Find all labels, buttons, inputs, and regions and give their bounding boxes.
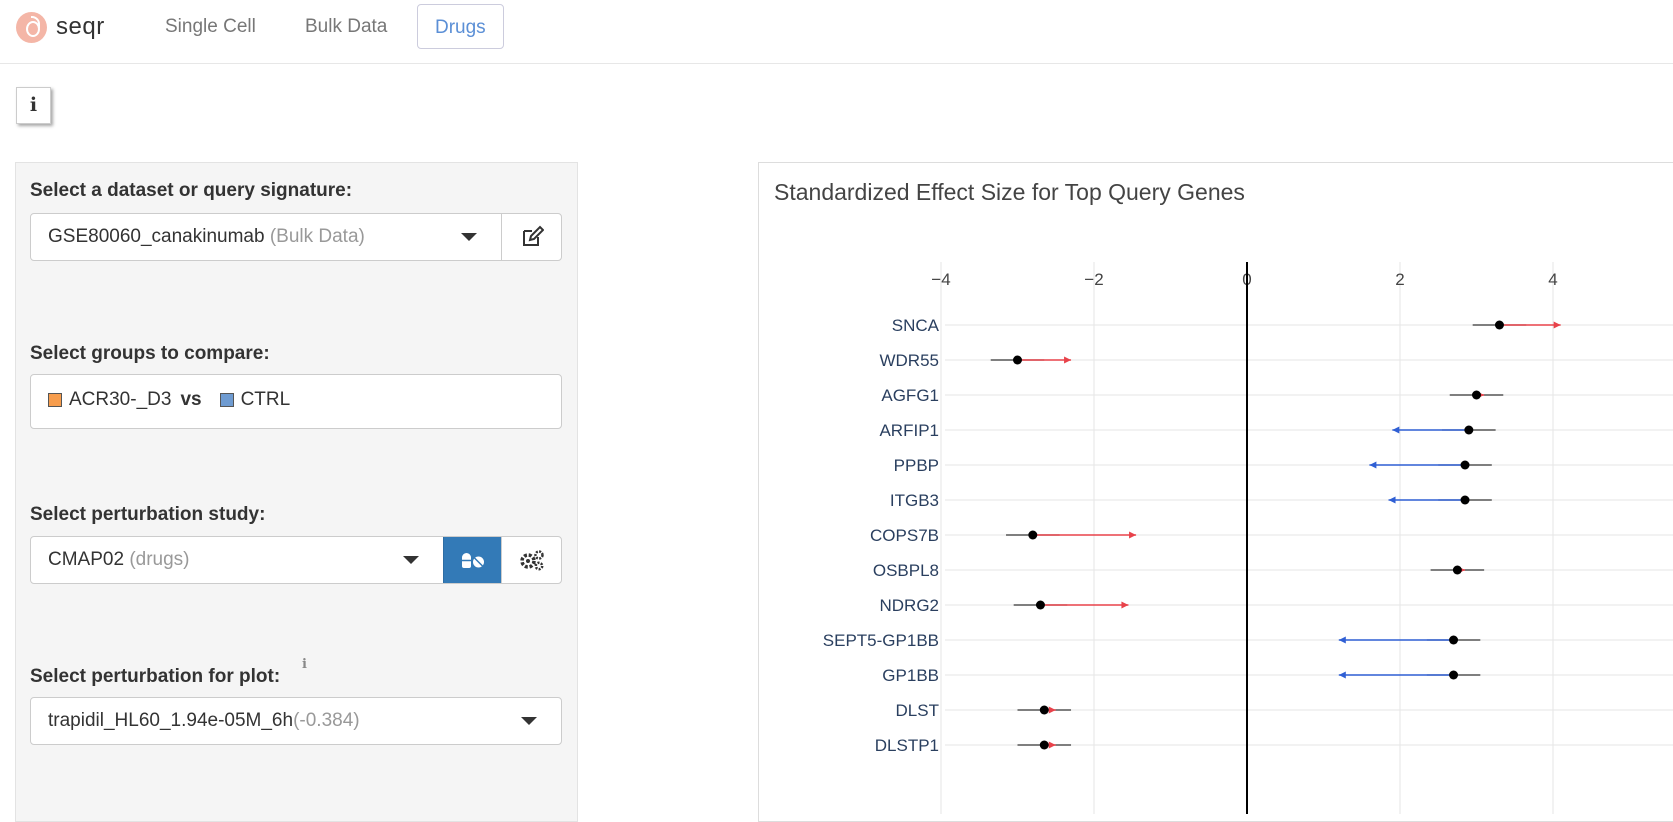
gene-label-dlstp1: DLSTP1 — [875, 736, 939, 755]
plot-title: Standardized Effect Size for Top Query G… — [774, 179, 1245, 205]
dataset-chevron-down-icon — [461, 233, 477, 241]
plot-panel — [758, 162, 1673, 822]
effect-arrowhead — [1553, 321, 1561, 329]
effect-point — [1494, 320, 1504, 330]
dataset-label: Select a dataset or query signature: — [30, 180, 353, 201]
effect-point — [1039, 740, 1049, 750]
brand-name: seqr — [56, 13, 105, 40]
effect-arrowhead — [1338, 671, 1346, 679]
info-icon: i — [29, 94, 38, 116]
x-tick-label: 2 — [1395, 270, 1404, 289]
effect-point — [1460, 495, 1470, 505]
effect-arrowhead — [1338, 636, 1346, 644]
perturbation-select[interactable]: trapidil_HL60_1.94e-05M_6h(-0.384) — [30, 697, 562, 745]
effect-point — [1013, 355, 1022, 365]
info-button[interactable]: i — [16, 87, 51, 124]
perturbation-label: Select perturbation for plot: — [30, 666, 281, 687]
drugs-toggle-button[interactable] — [443, 537, 501, 583]
effect-point — [1449, 635, 1459, 645]
effect-point — [1464, 425, 1474, 435]
seqr-logo-icon — [16, 11, 47, 43]
gene-label-wdr55: WDR55 — [879, 351, 939, 370]
effect-arrowhead — [1388, 496, 1396, 504]
gene-label-ndrg2: NDRG2 — [879, 596, 939, 615]
gears-icon — [519, 550, 544, 571]
nav-tab-bulk-data[interactable]: Bulk Data — [305, 16, 388, 37]
gene-label-arfip1: ARFIP1 — [879, 421, 939, 440]
perturbation-select-value: trapidil_HL60_1.94e-05M_6h(-0.384) — [48, 710, 360, 731]
test-group-swatch — [48, 393, 62, 407]
effect-point — [1460, 460, 1470, 470]
nav-tab-single-cell[interactable]: Single Cell — [165, 16, 256, 37]
effect-arrowhead — [1392, 426, 1400, 434]
gene-label-cops7b: COPS7B — [870, 526, 939, 545]
gene-label-agfg1: AGFG1 — [881, 386, 939, 405]
gene-label-osbpl8: OSBPL8 — [873, 561, 939, 580]
study-select[interactable]: CMAP02 (drugs) — [30, 536, 562, 584]
x-tick-label: −2 — [1084, 270, 1103, 289]
test-group-name: ACR30-_D3 — [69, 389, 172, 410]
groups-select[interactable]: ACR30-_D3 vs CTRL — [30, 374, 562, 429]
pills-icon — [461, 553, 484, 568]
edit-dataset-button[interactable] — [501, 214, 561, 260]
brand[interactable]: seqr — [16, 10, 105, 44]
edit-icon — [522, 225, 544, 246]
study-settings-button[interactable] — [501, 537, 561, 583]
gene-label-dlst: DLST — [896, 701, 939, 720]
groups-label: Select groups to compare: — [30, 343, 270, 364]
study-label: Select perturbation study: — [30, 504, 266, 525]
effect-arrowhead — [1064, 356, 1072, 364]
effect-point — [1035, 600, 1045, 610]
effect-point — [1472, 390, 1481, 400]
perturbation-info-icon[interactable]: i — [302, 657, 307, 672]
control-group-name: CTRL — [240, 389, 291, 410]
gene-label-snca: SNCA — [892, 316, 940, 335]
effect-arrowhead — [1048, 741, 1056, 749]
x-tick-label: 4 — [1548, 270, 1557, 289]
effect-point — [1449, 670, 1459, 680]
perturbation-chevron-down-icon — [521, 717, 537, 725]
x-tick-label: −4 — [931, 270, 950, 289]
effect-arrowhead — [1121, 601, 1129, 609]
effect-arrowhead — [1048, 706, 1056, 714]
control-group-swatch — [219, 393, 234, 407]
gene-label-itgb3: ITGB3 — [890, 491, 939, 510]
effect-point — [1039, 705, 1049, 715]
gene-label-gp1bb: GP1BB — [882, 666, 939, 685]
effect-arrowhead — [1369, 461, 1377, 469]
navbar: seqr Single Cell Bulk Data Drugs — [0, 0, 1673, 64]
study-select-value: CMAP02 (drugs) — [48, 549, 190, 570]
effect-arrowhead — [1129, 531, 1137, 539]
effect-point — [1452, 565, 1462, 575]
effect-size-plot[interactable]: −4−2024SNCAWDR55AGFG1ARFIP1PPBPITGB3COPS… — [758, 162, 1673, 814]
gene-label-sept5-gp1bb: SEPT5-GP1BB — [823, 631, 939, 650]
vs-label: vs — [180, 389, 202, 410]
dataset-select[interactable]: GSE80060_canakinumab (Bulk Data) — [30, 213, 562, 261]
gene-label-ppbp: PPBP — [894, 456, 939, 475]
nav-tab-drugs[interactable]: Drugs — [417, 4, 504, 49]
dataset-select-value: GSE80060_canakinumab (Bulk Data) — [48, 226, 365, 247]
study-chevron-down-icon — [403, 556, 419, 564]
effect-point — [1028, 530, 1038, 540]
